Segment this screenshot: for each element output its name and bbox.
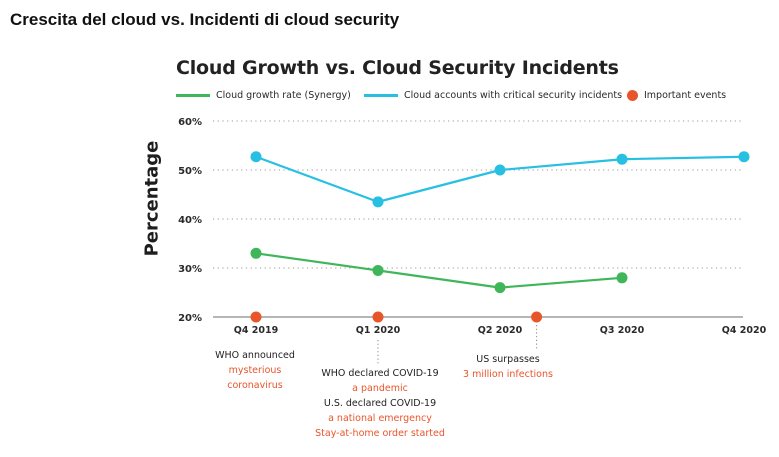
event-marker	[531, 311, 543, 323]
legend-swatch-green-line	[176, 94, 210, 97]
data-point-cloud-growth	[250, 247, 262, 259]
page-title: Crescita del cloud vs. Incidenti di clou…	[10, 10, 400, 29]
y-tick-label: 40%	[178, 215, 202, 226]
x-tick-label: Q4 2020	[722, 325, 767, 336]
legend-swatch-orange-dot	[627, 90, 638, 101]
annotation-q2-q3-2020: US surpasses 3 million infections	[448, 352, 568, 382]
x-tick-label: Q1 2020	[356, 325, 401, 336]
x-tick-label: Q2 2020	[478, 325, 523, 336]
data-point-security-incidents	[372, 196, 384, 208]
legend-item-important-events: Important events	[627, 90, 726, 101]
legend-swatch-cyan-line	[364, 94, 398, 97]
data-point-cloud-growth	[372, 264, 384, 276]
annotation-line: WHO declared COVID-19	[321, 368, 439, 379]
legend-label-security-incidents: Cloud accounts with critical security in…	[404, 90, 623, 101]
event-marker	[250, 311, 262, 323]
x-tick-label: Q4 2019	[234, 325, 278, 336]
legend-label-important-events: Important events	[644, 90, 727, 101]
chart-title: Cloud Growth vs. Cloud Security Incident…	[176, 57, 619, 79]
annotation-q1-2020: WHO declared COVID-19 a pandemic U.S. decl…	[300, 366, 460, 441]
annotation-line: U.S. declared COVID-19	[323, 398, 437, 409]
data-point-cloud-growth	[494, 282, 506, 294]
annotation-line: a national emergency	[328, 413, 432, 424]
y-tick-label: 20%	[178, 313, 202, 324]
annotation-line: US surpasses	[476, 354, 540, 365]
annotation-line: WHO announced	[215, 350, 295, 361]
data-point-security-incidents	[250, 151, 262, 163]
data-point-cloud-growth	[616, 272, 628, 284]
legend-item-security-incidents: Cloud accounts with critical security in…	[364, 90, 622, 101]
y-tick-label: 30%	[178, 264, 202, 275]
event-marker	[372, 311, 384, 323]
series-line-cloud-growth	[255, 252, 623, 289]
annotation-line: Stay-at-home order started	[315, 428, 445, 439]
legend-item-cloud-growth: Cloud growth rate (Synergy)	[176, 90, 351, 101]
series-line-security-incidents	[255, 155, 745, 203]
x-tick-label: Q3 2020	[600, 325, 645, 336]
annotation-line: coronavirus	[227, 380, 283, 391]
legend-label-cloud-growth: Cloud growth rate (Synergy)	[216, 90, 351, 101]
data-point-security-incidents	[494, 164, 506, 176]
y-tick-label: 60%	[178, 117, 202, 128]
y-tick-label: 50%	[178, 166, 202, 177]
annotation-line: a pandemic	[352, 383, 408, 394]
data-point-security-incidents	[738, 151, 750, 163]
annotation-q4-2019: WHO announced mysterious coronavirus	[200, 348, 310, 393]
data-point-security-incidents	[616, 153, 628, 165]
annotation-line: 3 million infections	[463, 369, 553, 380]
annotation-line: mysterious	[228, 365, 282, 376]
